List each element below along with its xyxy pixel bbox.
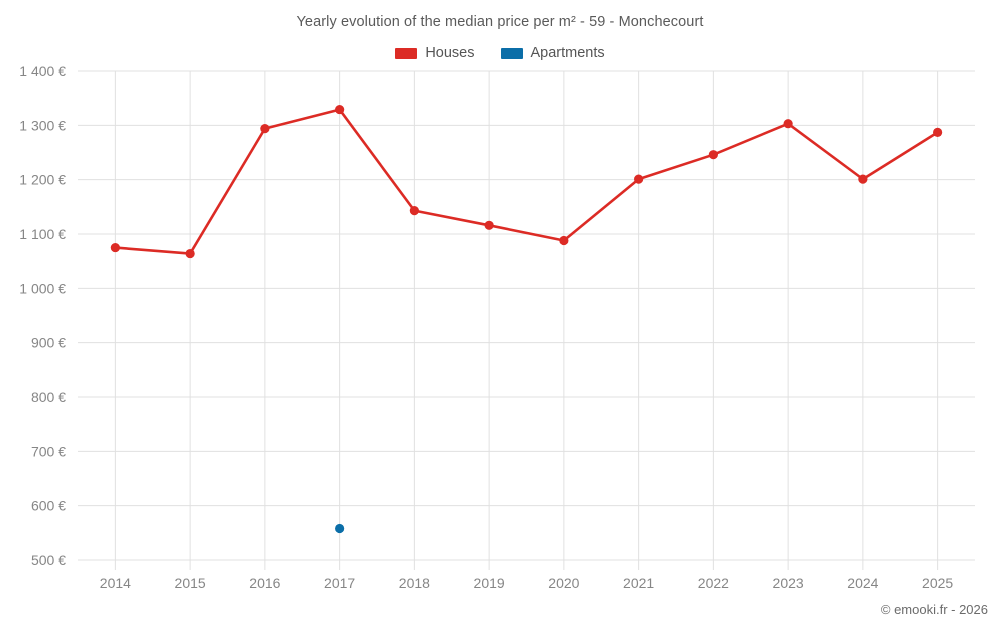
y-axis-tick-label: 1 400 €: [19, 63, 66, 79]
grid-lines: [78, 70, 975, 570]
legend-swatch-houses: [395, 47, 418, 59]
y-axis-tick-label: 1 300 €: [19, 117, 66, 133]
data-point-houses[interactable]: [858, 174, 868, 184]
chart-title: Yearly evolution of the median price per…: [296, 14, 704, 30]
data-point-apartments[interactable]: [335, 523, 345, 534]
x-axis-tick-label: 2025: [922, 575, 953, 591]
data-point-houses[interactable]: [484, 220, 494, 230]
legend-item-houses[interactable]: Houses: [395, 45, 475, 61]
x-axis-tick-label: 2020: [548, 575, 579, 591]
x-axis-tick-label: 2022: [698, 575, 729, 591]
x-axis-tick-label: 2018: [399, 575, 430, 591]
data-point-houses[interactable]: [933, 127, 943, 137]
chart-legend: Houses Apartments: [0, 45, 1000, 61]
x-axis-tick-label: 2015: [175, 575, 206, 591]
copyright-note: © emooki.fr - 2026: [880, 602, 988, 617]
y-axis-tick-label: 1 100 €: [19, 226, 66, 242]
legend-swatch-apartments: [500, 47, 523, 59]
legend-label-apartments: Apartments: [530, 45, 605, 61]
data-point-houses[interactable]: [708, 150, 718, 160]
data-point-houses[interactable]: [260, 123, 270, 134]
y-axis-ticks: 500 € 600 € 700 € 800 € 900 € 1 000 € 1 100 € 1…: [19, 63, 66, 568]
x-axis-tick-label: 2014: [100, 575, 131, 591]
data-point-houses[interactable]: [783, 119, 793, 129]
x-axis-tick-label: 2016: [249, 575, 280, 591]
x-axis-tick-label: 2023: [773, 575, 804, 591]
data-point-houses[interactable]: [634, 174, 644, 184]
x-axis-tick-label: 2021: [623, 575, 654, 591]
data-series: [110, 104, 943, 534]
y-axis-tick-label: 900 €: [31, 335, 66, 351]
y-axis-tick-label: 700 €: [31, 443, 66, 459]
y-axis-tick-label: 800 €: [31, 389, 66, 405]
x-axis-ticks: 2014 2015 2016 2017 2018 2019 2020 2021 2022 2023…: [100, 575, 954, 591]
y-axis-tick-label: 1 200 €: [19, 172, 66, 188]
legend-item-apartments[interactable]: Apartments: [500, 45, 605, 61]
legend-label-houses: Houses: [425, 45, 475, 61]
x-axis-tick-label: 2017: [324, 575, 355, 591]
data-point-houses[interactable]: [335, 104, 345, 115]
series-line-houses: [114, 108, 939, 255]
x-axis-tick-label: 2024: [847, 575, 878, 591]
data-point-houses[interactable]: [559, 235, 569, 246]
y-axis-tick-label: 500 €: [31, 552, 66, 568]
data-point-houses[interactable]: [110, 242, 120, 253]
data-point-houses[interactable]: [409, 206, 419, 216]
y-axis-tick-label: 600 €: [31, 498, 66, 514]
y-axis-tick-label: 1 000 €: [19, 280, 66, 296]
data-point-houses[interactable]: [185, 248, 195, 259]
x-axis-tick-label: 2019: [474, 575, 505, 591]
